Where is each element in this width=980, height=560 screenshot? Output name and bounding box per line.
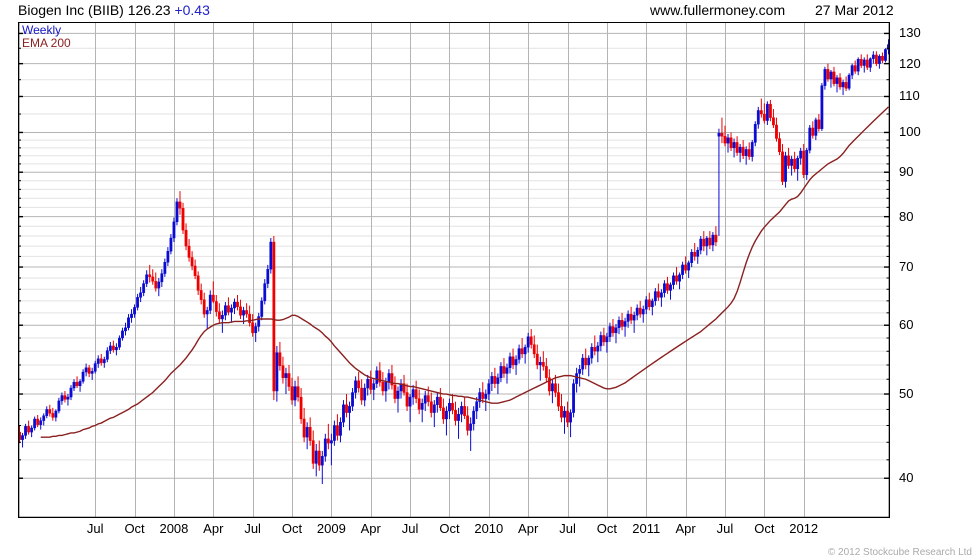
x-axis-tick-label: Oct <box>439 521 460 536</box>
x-axis-tick-label: Apr <box>360 521 381 536</box>
x-axis-tick-label: Oct <box>596 521 618 536</box>
y-axis-tick-label: 80 <box>899 208 914 224</box>
x-axis-tick-label: Apr <box>675 521 696 536</box>
x-axis-tick-label: 2012 <box>789 521 819 536</box>
y-axis-tick-label: 70 <box>899 259 914 275</box>
x-axis-tick-label: 2008 <box>159 521 189 536</box>
chart-date: 27 Mar 2012 <box>815 2 894 18</box>
chart-header: Biogen Inc (BIIB) 126.23 +0.43 www.fulle… <box>0 0 980 22</box>
x-axis-tick-label: 2009 <box>316 521 346 536</box>
y-axis-tick-label: 100 <box>899 124 921 140</box>
plot-frame <box>18 22 890 518</box>
y-axis-tick-label: 50 <box>899 386 914 402</box>
y-axis-tick-label: 110 <box>899 88 920 104</box>
x-axis-tick-label: Oct <box>124 521 145 536</box>
x-axis-tick-label: Jul <box>559 521 576 536</box>
x-axis-tick-label: Oct <box>754 521 775 536</box>
page-title: Biogen Inc (BIIB) 126.23 +0.43 <box>18 2 210 18</box>
x-axis-tick-label: Apr <box>518 521 539 536</box>
x-axis-tick-label: 2010 <box>474 521 504 536</box>
price-change: +0.43 <box>174 2 210 18</box>
y-axis: 40 50 60 70 80 90 100 110 120 130 <box>893 22 953 522</box>
instrument-title: Biogen Inc (BIIB) 126.23 <box>18 2 171 18</box>
x-axis-tick-label: Oct <box>281 521 303 536</box>
x-axis: Jul Oct 2008 Apr Jul Oct 2009 Apr Jul Oct 2010 Apr J… <box>0 521 980 541</box>
x-axis-tick-label: Jul <box>86 521 104 536</box>
y-axis-tick-label: 90 <box>899 164 914 180</box>
ema-200-line <box>40 106 889 438</box>
y-axis-ticks <box>18 32 890 479</box>
y-axis-tick-label: 40 <box>899 470 914 486</box>
x-axis-tick-label: Jul <box>244 521 261 536</box>
grid-vertical <box>95 22 805 518</box>
x-axis-tick-label: 2011 <box>632 521 661 536</box>
y-axis-tick-label: 120 <box>899 55 921 71</box>
y-axis-tick-label: 60 <box>899 317 914 333</box>
plot-area <box>18 22 890 518</box>
candlestick-series <box>18 39 890 484</box>
x-axis-tick-label: Apr <box>203 521 224 536</box>
x-axis-tick-label: Jul <box>716 521 734 536</box>
grid-minor <box>18 47 890 461</box>
copyright-notice: © 2012 Stockcube Research Ltd <box>827 547 972 558</box>
site-url: www.fullermoney.com <box>650 2 786 18</box>
grid-major <box>18 32 890 479</box>
candlestick-chart <box>18 22 890 518</box>
x-axis-tick-label: Jul <box>401 521 419 536</box>
y-axis-tick-label: 130 <box>899 25 921 41</box>
